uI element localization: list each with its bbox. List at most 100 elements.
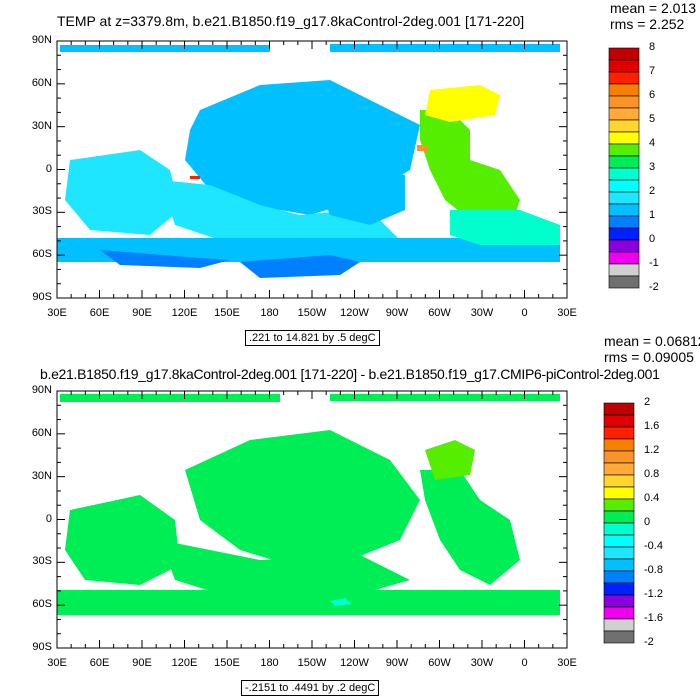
lon-label: 30E: [557, 657, 577, 669]
lon-label: 180: [260, 657, 279, 669]
lon-label: 30E: [557, 307, 577, 319]
colorbar-label: 8: [649, 41, 656, 53]
colorbar-box: [608, 239, 640, 253]
colorbar-box: [603, 570, 635, 584]
lat-label: 90N: [31, 384, 52, 396]
colorbar-box: [608, 203, 640, 217]
colorbar-box: [603, 450, 635, 464]
colorbar-box: [608, 71, 640, 85]
colorbar-box: [603, 534, 635, 548]
colorbar-box: [608, 215, 640, 229]
lon-label: 60W: [428, 307, 451, 319]
top-plot-title: TEMP at z=3379.8m, b.e21.B1850.f19_g17.8…: [57, 13, 525, 29]
lon-label: 180: [260, 307, 279, 319]
colorbar-box: [608, 191, 640, 205]
colorbar-box: [608, 227, 640, 241]
lon-label: 120W: [340, 307, 369, 319]
lat-label: 60S: [32, 598, 52, 611]
lon-label: 0: [521, 307, 528, 319]
colorbar-box: [603, 474, 635, 488]
colorbar-box: [603, 582, 635, 596]
lon-label: 90W: [385, 657, 409, 669]
lat-label: 30N: [31, 469, 52, 482]
lat-label: 30S: [32, 555, 52, 568]
colorbar-box: [608, 179, 640, 193]
colorbar-label: -2: [644, 636, 654, 648]
lon-label: 0: [521, 657, 528, 669]
lon-label: 150W: [297, 307, 327, 319]
colorbar-label: 0: [649, 233, 656, 245]
colorbar-label: -1: [649, 257, 659, 269]
colorbar-box: [603, 558, 635, 572]
lon-label: 120E: [171, 657, 198, 669]
lon-label: 90E: [132, 657, 152, 669]
colorbar-box: [603, 462, 635, 476]
bottom-plot-title: b.e21.B1850.f19_g17.8kaControl-2deg.001 …: [40, 366, 660, 382]
lon-label: 60E: [89, 657, 110, 669]
colorbar-box: [608, 95, 640, 109]
lat-label: 30S: [32, 205, 52, 218]
lat-label: 0: [45, 512, 52, 525]
colorbar-box: [603, 522, 635, 536]
lat-label: 60N: [31, 76, 52, 89]
colorbar-label: -0.4: [644, 540, 663, 552]
colorbar-label: 0.8: [644, 468, 660, 480]
colorbar-box: [608, 251, 640, 265]
bottom-map-field: [57, 394, 560, 615]
colorbar-box: [608, 119, 640, 133]
colorbar-box: [603, 498, 635, 512]
colorbar-box: [608, 59, 640, 73]
lon-label: 150E: [214, 657, 240, 669]
colorbars: [603, 47, 640, 644]
top-range-label: .221 to 14.821 by .5 degC: [245, 330, 380, 346]
colorbar-label: 0: [644, 516, 651, 528]
colorbar-box: [603, 486, 635, 500]
colorbar-label: -1.6: [644, 612, 663, 624]
lon-label: 150E: [214, 307, 240, 319]
colorbar-label: 1.6: [644, 420, 660, 432]
colorbar-box: [603, 426, 635, 440]
lat-label: 90S: [32, 641, 52, 653]
lon-label: 150W: [297, 657, 327, 669]
colorbar-label: -0.8: [644, 564, 663, 576]
lat-label: 60S: [32, 248, 52, 261]
lon-label: 90E: [132, 307, 152, 319]
colorbar-box: [608, 107, 640, 121]
lon-label: 30E: [47, 307, 67, 319]
colorbar-box: [608, 47, 640, 61]
lat-label: 0: [45, 162, 52, 175]
colorbar-box: [608, 167, 640, 181]
colorbar-label: -1.2: [644, 588, 663, 600]
colorbar-box: [603, 606, 635, 620]
colorbar-label: 7: [649, 65, 656, 77]
lon-label: 30W: [470, 657, 494, 669]
colorbar-label: 5: [649, 113, 656, 125]
top-rms-label: rms = 2.252: [610, 16, 685, 32]
colorbar-label: 6: [649, 89, 656, 101]
axis-ticks: [56, 40, 568, 649]
colorbar-label: 0.4: [644, 492, 660, 504]
colorbar-box: [603, 510, 635, 524]
lat-label: 90N: [31, 34, 52, 46]
lon-label: 60E: [89, 307, 110, 319]
colorbar-label: 1.2: [644, 444, 660, 456]
lon-label: 120W: [340, 657, 369, 669]
colorbar-label: 3: [649, 161, 656, 173]
colorbar-label: -2: [649, 281, 659, 293]
top-mean-label: mean = 2.013: [610, 0, 697, 16]
colorbar-box: [603, 594, 635, 608]
colorbar-label: 2: [649, 185, 656, 197]
colorbar-label: 1: [649, 209, 656, 221]
colorbar-box: [603, 546, 635, 560]
lat-label: 60N: [31, 426, 52, 439]
lon-label: 30W: [470, 307, 494, 319]
lon-label: 30E: [47, 657, 67, 669]
colorbar-box: [603, 402, 635, 416]
colorbar-box: [603, 630, 635, 644]
colorbar-label: 4: [649, 137, 656, 149]
lat-label: 30N: [31, 119, 52, 132]
bottom-rms-label: rms = 0.09005: [604, 349, 694, 365]
colorbar-box: [608, 83, 640, 97]
